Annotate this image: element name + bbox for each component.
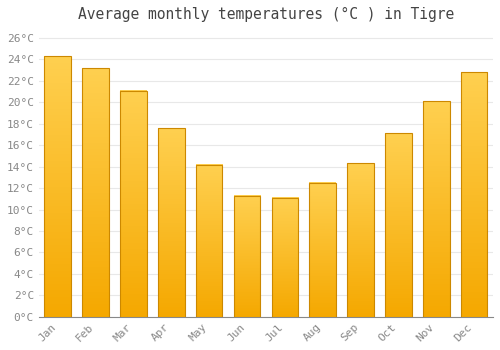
Bar — [423, 101, 450, 317]
Bar — [120, 91, 146, 317]
Bar — [82, 68, 109, 317]
Bar — [234, 196, 260, 317]
Bar — [348, 163, 374, 317]
Bar — [158, 128, 184, 317]
Bar — [44, 56, 71, 317]
Bar — [310, 183, 336, 317]
Bar — [272, 198, 298, 317]
Bar — [196, 164, 222, 317]
Title: Average monthly temperatures (°C ) in Tigre: Average monthly temperatures (°C ) in Ti… — [78, 7, 454, 22]
Bar — [461, 72, 487, 317]
Bar — [385, 133, 411, 317]
